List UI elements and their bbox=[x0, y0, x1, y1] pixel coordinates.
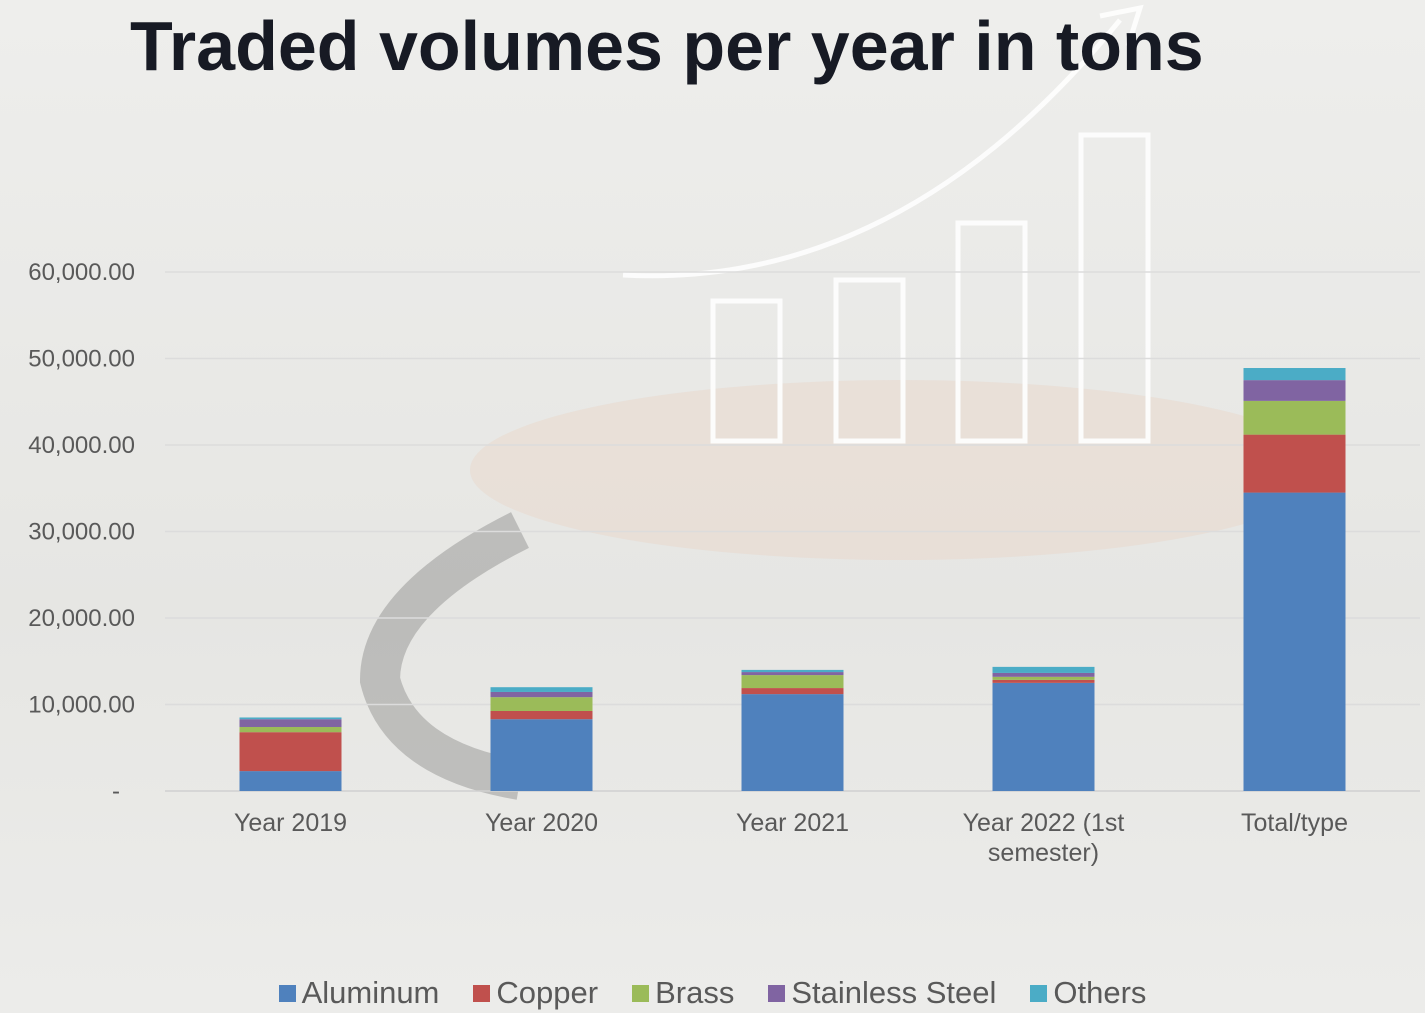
legend-swatch bbox=[768, 984, 786, 1002]
y-tick-label: 40,000.00 bbox=[28, 432, 135, 459]
bar-segment bbox=[239, 771, 342, 791]
legend-label: Aluminum bbox=[301, 975, 440, 1010]
legend-item: Aluminum bbox=[278, 975, 440, 1011]
legend-item: Others bbox=[1030, 975, 1146, 1011]
bar-segment bbox=[1243, 434, 1346, 493]
bar-segment bbox=[1243, 492, 1346, 791]
bar-segment bbox=[490, 710, 593, 720]
legend-label: Brass bbox=[655, 975, 735, 1010]
decoration bbox=[359, 4, 1330, 800]
y-tick-label: 50,000.00 bbox=[28, 346, 135, 373]
legend-label: Stainless Steel bbox=[791, 975, 997, 1010]
bar-segment bbox=[992, 672, 1095, 677]
bar-segment bbox=[741, 688, 844, 695]
bar-segment bbox=[239, 726, 342, 733]
x-tick-label: Year 2020 bbox=[484, 809, 599, 837]
legend: Aluminum Copper Brass Stainless Steel Others bbox=[0, 975, 1425, 1011]
y-tick-label: - bbox=[112, 778, 120, 805]
legend-swatch bbox=[278, 984, 296, 1002]
bar-segment bbox=[741, 669, 844, 673]
bar-segment bbox=[490, 691, 593, 698]
bar-segment bbox=[992, 666, 1095, 673]
y-tick-label: 10,000.00 bbox=[28, 692, 135, 719]
bar-segment bbox=[490, 719, 593, 791]
bar-segment bbox=[992, 679, 1095, 683]
bar-segment bbox=[1243, 380, 1346, 401]
bar-segment bbox=[239, 717, 342, 720]
bar-segment bbox=[741, 694, 844, 791]
legend-label: Others bbox=[1053, 975, 1147, 1010]
bar-segment bbox=[239, 732, 342, 772]
legend-swatch bbox=[473, 984, 491, 1002]
legend-label: Copper bbox=[496, 975, 599, 1010]
x-tick-label: Total/type bbox=[1240, 809, 1348, 837]
bar-segment bbox=[239, 719, 342, 727]
bar-segment bbox=[992, 682, 1095, 791]
bar-segment bbox=[490, 697, 593, 711]
legend-item: Copper bbox=[473, 975, 598, 1011]
x-tick-label: Year 2019 bbox=[233, 809, 348, 837]
chart-title: Traded volumes per year in tons bbox=[130, 7, 1204, 85]
y-tick-label: 30,000.00 bbox=[28, 519, 135, 546]
x-tick-label: Year 2022 (1st semester) bbox=[962, 809, 1125, 867]
bar-segment bbox=[992, 676, 1095, 680]
legend-swatch bbox=[632, 984, 650, 1002]
legend-item: Brass bbox=[632, 975, 734, 1011]
bar-segment bbox=[1243, 368, 1346, 381]
bar-segment bbox=[741, 672, 844, 676]
y-tick-label: 20,000.00 bbox=[28, 605, 135, 632]
y-tick-label: 60,000.00 bbox=[28, 259, 135, 286]
legend-swatch bbox=[1030, 984, 1048, 1002]
bar-segment bbox=[741, 675, 844, 689]
x-tick-label: Year 2021 bbox=[735, 809, 850, 837]
legend-item: Stainless Steel bbox=[768, 975, 996, 1011]
bar-segment bbox=[490, 687, 593, 692]
bar-segment bbox=[1243, 400, 1346, 435]
